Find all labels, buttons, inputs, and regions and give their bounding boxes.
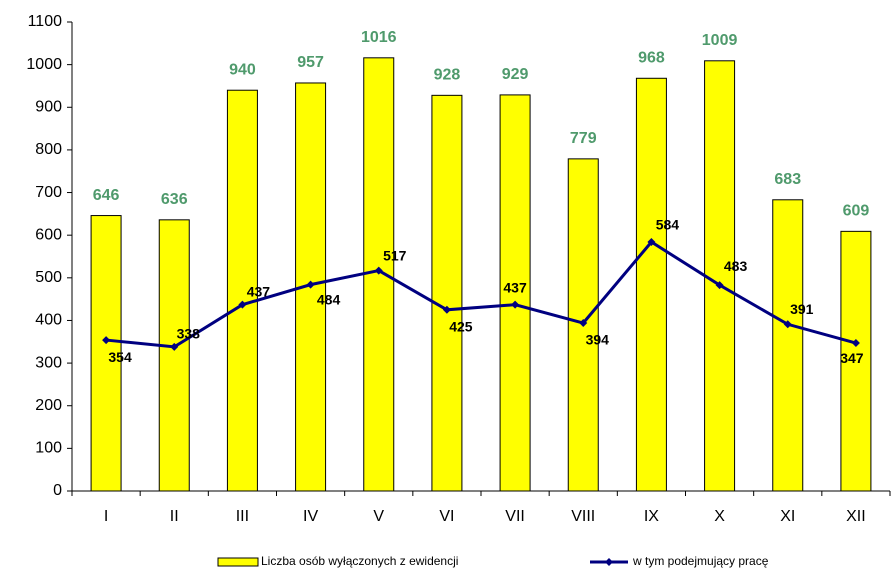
bar-value-label: 968 [638, 49, 665, 66]
line-value-label: 391 [790, 301, 814, 317]
legend-label: Liczba osób wyłączonych z ewidencji [261, 554, 458, 568]
x-tick-label: V [373, 508, 384, 525]
y-tick-label: 500 [35, 269, 62, 286]
bar-value-label: 1016 [361, 29, 397, 46]
bar-value-label: 1009 [702, 32, 738, 49]
line-marker [647, 238, 656, 247]
legend-label: w tym podejmujący pracę [632, 554, 769, 568]
y-tick-label: 100 [35, 440, 62, 457]
bar [772, 199, 804, 492]
x-tick-label: XI [780, 508, 795, 525]
line-value-label: 425 [449, 318, 473, 334]
bar [158, 219, 190, 492]
bar-value-label: 779 [570, 130, 597, 147]
line [105, 240, 857, 349]
x-tick-label: IV [303, 508, 318, 525]
y-tick-label: 800 [35, 141, 62, 158]
bar-value-label: 609 [843, 203, 870, 220]
x-tick-label: III [236, 508, 249, 525]
x-tick-label: II [170, 508, 179, 525]
line-value-label: 338 [177, 326, 201, 342]
line-value-label: 347 [840, 350, 864, 366]
bar-value-label: 928 [434, 67, 461, 84]
line-marker [851, 339, 860, 348]
line-marker [306, 280, 315, 289]
bar [704, 60, 736, 492]
line-marker [442, 305, 451, 314]
line-value-label: 584 [656, 217, 680, 233]
y-tick-label: 600 [35, 226, 62, 243]
line-value-label: 354 [108, 349, 132, 365]
x-tick-label: VIII [571, 508, 595, 525]
y-tick-label: 400 [35, 312, 62, 329]
legend-marker [605, 558, 613, 566]
line-marker [102, 336, 111, 345]
line-marker [783, 320, 792, 329]
line-marker [374, 266, 383, 275]
y-tick-label: 200 [35, 397, 62, 414]
line-value-label: 484 [317, 291, 341, 307]
y-tick-label: 1100 [28, 13, 63, 30]
y-tick-label: 900 [35, 98, 62, 115]
line-marker [170, 342, 179, 351]
bar-value-label: 683 [774, 171, 801, 188]
bar [431, 94, 463, 492]
y-tick-label: 700 [35, 184, 62, 201]
x-tick-label: VII [505, 508, 525, 525]
x-tick-label: XII [846, 508, 866, 525]
bar-value-label: 957 [297, 54, 324, 71]
bar-value-label: 646 [93, 187, 120, 204]
line-marker [579, 319, 588, 328]
line-marker [238, 300, 247, 309]
bar-value-label: 940 [229, 61, 256, 78]
bar [499, 94, 531, 492]
line-value-label: 394 [586, 332, 610, 348]
bar-value-label: 636 [161, 191, 188, 208]
line-value-label: 517 [383, 247, 407, 263]
line-value-label: 483 [724, 258, 748, 274]
line-value-label: 437 [503, 279, 527, 295]
bar [635, 77, 667, 492]
bar [226, 89, 258, 492]
line-marker [715, 281, 724, 290]
bar-value-label: 929 [502, 66, 529, 83]
y-tick-label: 0 [53, 482, 62, 499]
legend-swatch [217, 557, 259, 567]
line-marker [511, 300, 520, 309]
x-tick-label: IX [644, 508, 659, 525]
line-value-label: 437 [247, 283, 271, 299]
x-tick-label: X [714, 508, 725, 525]
x-tick-label: I [104, 508, 108, 525]
x-tick-label: VI [439, 508, 454, 525]
y-tick-label: 1000 [26, 56, 62, 73]
y-tick-label: 300 [35, 354, 62, 371]
bar [840, 230, 872, 492]
bar [90, 215, 122, 492]
